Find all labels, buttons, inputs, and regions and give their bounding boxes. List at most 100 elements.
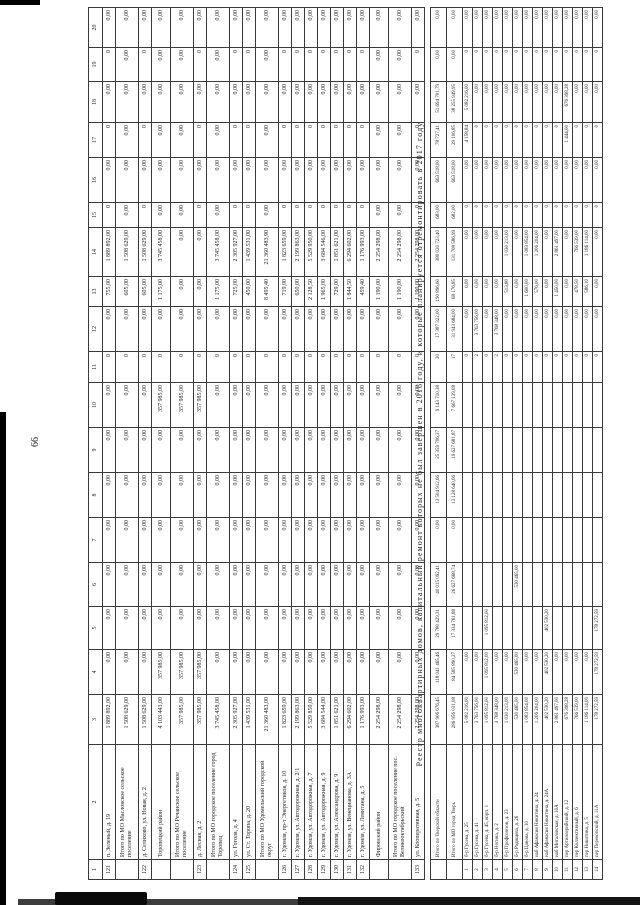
value-cell: 0,00 xyxy=(206,7,230,48)
value-cell xyxy=(462,517,473,563)
value-cell: 0,00 xyxy=(512,7,523,48)
value-cell xyxy=(462,472,473,518)
value-cell: 0,00 xyxy=(492,649,503,695)
address-cell: г. Удомля, ул. Александрова, д. 9 xyxy=(330,744,344,860)
value-cell xyxy=(462,427,473,473)
value-cell: 0,00 xyxy=(151,157,171,203)
value-cell: 0,00 xyxy=(462,157,473,203)
value-cell: 0,00 xyxy=(151,202,171,228)
value-cell: 0,00 xyxy=(388,382,412,428)
row-number-cell: 128 xyxy=(304,859,318,880)
value-cell: 0,00 xyxy=(138,306,152,352)
value-cell xyxy=(572,562,583,607)
main-table-row: Итого по МО городское поселение город То… xyxy=(206,7,230,880)
value-cell: 0,00 xyxy=(102,7,116,48)
value-cell: 0,00 xyxy=(388,517,412,563)
value-cell: 357 985,00 xyxy=(170,382,194,428)
main-table-row: 123 д. Лесная, д. 2 357 985,00 357 985,00 0,… xyxy=(193,7,207,880)
column-number-header: 3 xyxy=(88,694,103,745)
value-cell: 0,00 xyxy=(472,227,483,277)
value-cell: 0 xyxy=(522,202,533,228)
value-cell xyxy=(462,562,473,607)
value-cell: 2 254 298,00 xyxy=(388,694,412,745)
reestr-table-row: 14 пер Перекопский, д. 11А 178 272,59 178 2… xyxy=(592,7,603,880)
value-cell: 0,00 xyxy=(369,562,389,607)
value-cell: 0,00 xyxy=(291,7,305,48)
value-cell: 1 600,00 xyxy=(522,276,533,307)
value-cell: 0,00 xyxy=(255,382,279,428)
value-cell: 0 xyxy=(482,351,493,383)
value-cell: 2 254 298,00 xyxy=(369,694,389,745)
value-cell: 0 xyxy=(542,351,553,383)
value-cell xyxy=(532,382,543,428)
value-cell: 0,00 xyxy=(229,306,243,352)
address-cell: г. Удомля, ул. Автодорожная, д. 9 xyxy=(317,744,331,860)
value-cell: 9 143 710,38 xyxy=(430,382,447,428)
value-cell: 0,00 xyxy=(446,517,463,563)
value-cell: 0,00 xyxy=(170,157,194,203)
value-cell: 0,00 xyxy=(115,472,139,518)
value-cell: 2 xyxy=(472,351,483,383)
main-table-row: Фировский район 2 254 298,00 0,00 0,00 0,00 0… xyxy=(369,7,389,880)
value-cell: 0,00 xyxy=(472,276,483,307)
value-cell: 0,00 xyxy=(291,517,305,563)
value-cell: 0 xyxy=(343,351,357,383)
value-cell xyxy=(552,472,563,518)
value-cell xyxy=(582,472,593,518)
value-cell: 0 xyxy=(482,202,493,228)
value-cell: 1 823 659,00 xyxy=(278,227,292,277)
value-cell xyxy=(582,517,593,563)
value-cell: 0,00 xyxy=(572,7,583,48)
value-cell: 0 xyxy=(356,122,370,158)
value-cell xyxy=(562,472,573,518)
value-cell: 0 xyxy=(522,47,533,82)
column-number-header: 20 xyxy=(88,7,103,48)
value-cell: 0,00 xyxy=(278,7,292,48)
value-cell: 0,00 xyxy=(229,517,243,563)
value-cell: 3 684 546,00 xyxy=(317,227,331,277)
value-cell: 0,00 xyxy=(330,606,344,650)
value-cell: 357 985,00 xyxy=(170,694,194,745)
value-cell: 0,00 xyxy=(206,427,230,473)
value-cell: 0,00 xyxy=(304,306,318,352)
value-cell: 0,00 xyxy=(193,306,207,352)
value-cell: 0,00 xyxy=(482,81,493,123)
value-cell: 0,00 xyxy=(291,382,305,428)
value-cell xyxy=(522,382,533,428)
value-cell: 0,00 xyxy=(552,81,563,123)
value-cell: 0,00 xyxy=(291,427,305,473)
value-cell: 357 985,00 xyxy=(151,382,171,428)
value-cell xyxy=(472,472,483,518)
value-cell: 0,00 xyxy=(356,472,370,518)
value-cell: 450,00 xyxy=(242,276,256,307)
value-cell: 190 896,60 xyxy=(430,276,447,307)
column-number-header: 11 xyxy=(88,351,103,383)
row-number-cell: 132 xyxy=(356,859,370,880)
value-cell: 0 xyxy=(552,202,563,228)
column-number-header: 2 xyxy=(88,744,103,860)
value-cell: 0,00 xyxy=(356,81,370,123)
value-cell: 0,00 xyxy=(532,81,543,123)
value-cell: 0 xyxy=(492,202,503,228)
main-table-header-row: 1 2 3 4 5 6 7 8 9 10 11 12 13 14 15 16 17 18 19 20 xyxy=(88,7,103,880)
value-cell: 0,00 xyxy=(278,517,292,563)
value-cell: 1 444,00 xyxy=(562,122,573,158)
column-number-header: 7 xyxy=(88,517,103,563)
row-number-cell: 126 xyxy=(278,859,292,880)
value-cell: 0,00 xyxy=(369,649,389,695)
value-cell: 17 387 322,00 xyxy=(430,306,447,352)
value-cell: 0,00 xyxy=(115,427,139,473)
value-cell: 0,00 xyxy=(582,7,593,48)
value-cell: 1 083 854,00 xyxy=(522,227,533,277)
value-cell: 29 780 429,31 xyxy=(430,606,447,650)
value-cell: 0,00 xyxy=(369,606,389,650)
main-table-row: Итого по МО Удомельский городской округ 2… xyxy=(255,7,279,880)
value-cell: 0,00 xyxy=(388,202,412,228)
value-cell: 0 xyxy=(582,202,593,228)
address-cell: б-р Радищева, д. 26 xyxy=(512,744,523,860)
value-cell: 0,00 xyxy=(562,7,573,48)
value-cell: 0 xyxy=(102,122,116,158)
value-cell: 1 176 993,00 xyxy=(356,227,370,277)
row-number-cell: 123 xyxy=(193,859,207,880)
value-cell: 0 xyxy=(552,122,563,158)
